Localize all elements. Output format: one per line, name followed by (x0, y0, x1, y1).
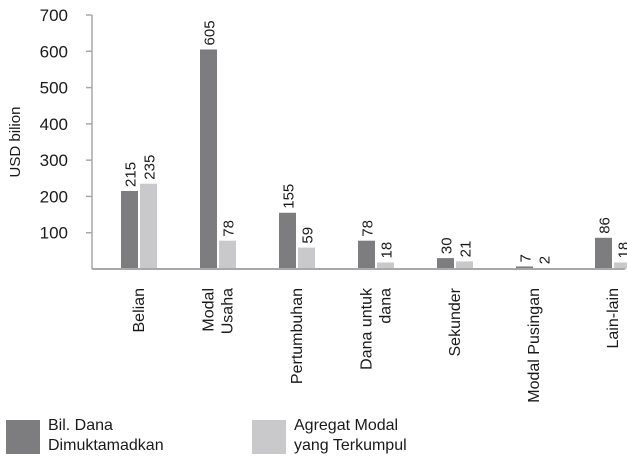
bar (456, 261, 473, 269)
legend-label-line: Agregat Modal (294, 417, 399, 434)
bar (377, 262, 394, 269)
data-label: 78 (221, 220, 238, 237)
x-tick-label: Sekunder (447, 287, 464, 356)
data-label: 59 (300, 227, 317, 244)
x-tick-label: Modal (201, 288, 218, 332)
data-label: 86 (597, 217, 614, 234)
bar (614, 262, 627, 269)
data-label: 235 (142, 155, 159, 180)
y-tick-label: 400 (40, 115, 68, 134)
data-label: 21 (458, 241, 475, 258)
x-tick-label: Usaha (220, 288, 237, 334)
data-label: 30 (439, 237, 456, 254)
y-tick-label: 100 (40, 224, 68, 243)
y-tick-label: 600 (40, 42, 68, 61)
bar (595, 237, 612, 269)
y-axis-title: USD bilion (7, 107, 24, 178)
data-label: 78 (360, 220, 377, 237)
bar (200, 49, 217, 269)
bar (219, 240, 236, 269)
bar-chart: 100 200 300 400 500 600 700 USD bilion 215 235 Bel… (7, 6, 627, 403)
bar (516, 266, 533, 269)
legend-label-line: Bil. Dana (48, 417, 113, 434)
bar (437, 258, 454, 269)
x-tick-label: Dana untuk (359, 287, 376, 370)
data-label: 155 (281, 184, 298, 209)
bar (121, 190, 138, 269)
bar (358, 240, 375, 269)
legend-label-dimuktamadkan: Bil. Dana Dimuktamadkan (48, 416, 228, 456)
data-label: 2 (537, 256, 554, 264)
data-label: 7 (518, 254, 535, 262)
x-tick-label: Modal Pusingan (526, 288, 543, 403)
data-label: 18 (616, 242, 627, 259)
legend-swatch-terkumpul (252, 420, 286, 454)
y-tick-label: 300 (40, 151, 68, 170)
bar (279, 212, 296, 269)
legend-label-line: yang Terkumpul (294, 437, 407, 454)
y-tick-label: 500 (40, 79, 68, 98)
bar (140, 183, 157, 269)
x-tick-label: Belian (131, 288, 148, 332)
legend-item-dimuktamadkan: Bil. Dana Dimuktamadkan (6, 416, 236, 456)
x-tick-label: dana (378, 288, 395, 324)
y-tick-label: 700 (40, 6, 68, 25)
bar (298, 247, 315, 269)
legend-item-terkumpul: Agregat Modal yang Terkumpul (252, 416, 472, 456)
y-tick-label: 200 (40, 187, 68, 206)
legend-swatch-dimuktamadkan (6, 420, 40, 454)
x-tick-label: Pertumbuhan (289, 288, 306, 384)
legend-label-terkumpul: Agregat Modal yang Terkumpul (294, 416, 474, 456)
data-label: 18 (379, 242, 396, 259)
data-label: 605 (202, 20, 219, 45)
legend-label-line: Dimuktamadkan (48, 437, 164, 454)
data-label: 215 (123, 162, 140, 187)
x-tick-label: Lain-lain (605, 288, 622, 348)
